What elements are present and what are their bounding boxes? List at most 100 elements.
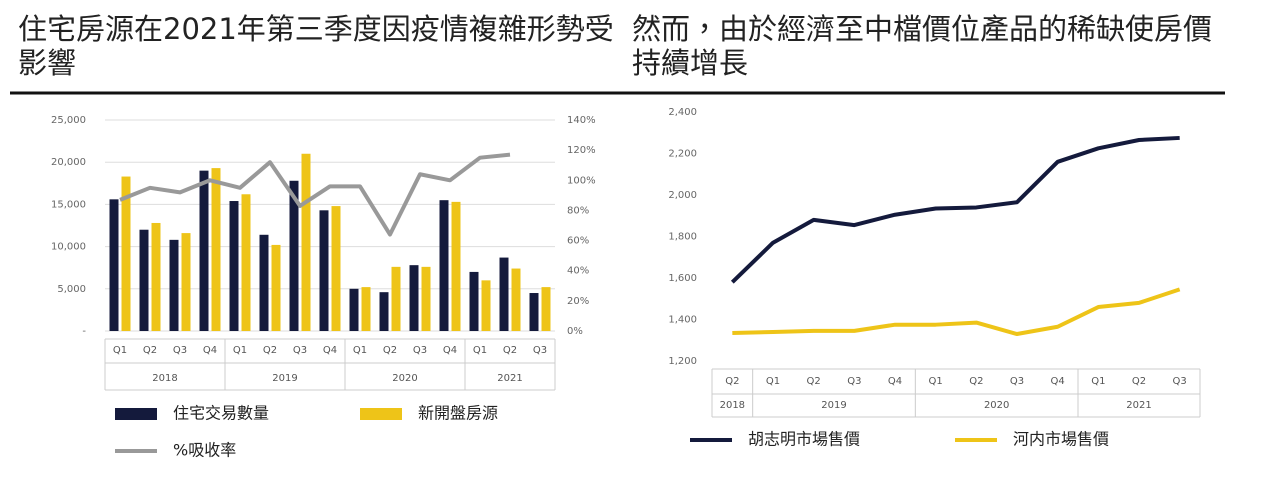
bar (469, 271, 479, 331)
legend-swatch (360, 408, 402, 420)
x-tick-label: Q2 (383, 345, 397, 356)
bar (229, 201, 239, 331)
y-tick-label: 2,000 (668, 190, 697, 201)
legend-label: 住宅交易數量 (173, 404, 269, 423)
line-series (732, 287, 1181, 337)
y-tick-label: 2,200 (668, 149, 697, 160)
legend-swatch (115, 408, 157, 420)
y-tick-label: 1,200 (668, 356, 697, 367)
x-tick-label: Q4 (888, 376, 902, 387)
x-tick-label: Q1 (233, 345, 247, 356)
x-tick-label: Q4 (443, 345, 457, 356)
y2-tick-label: 140% (567, 115, 596, 126)
x-tick-label: Q1 (1091, 376, 1105, 387)
bar (151, 222, 161, 331)
y-tick-label: 1,600 (668, 273, 697, 284)
x-group-label: 2019 (272, 373, 297, 384)
bar (511, 268, 521, 331)
bar (349, 288, 359, 331)
x-tick-label: Q2 (143, 345, 157, 356)
y2-tick-label: 40% (567, 266, 589, 277)
x-tick-label: Q4 (323, 345, 337, 356)
x-tick-label: Q1 (473, 345, 487, 356)
y-tick-label: - (82, 326, 86, 337)
bar (331, 206, 341, 331)
bar (421, 266, 431, 331)
line-series (119, 152, 511, 237)
x-tick-label: Q3 (293, 345, 307, 356)
x-group-label: 2021 (1126, 400, 1151, 411)
bar (391, 266, 401, 331)
y2-tick-label: 20% (567, 296, 589, 307)
bar (361, 287, 371, 331)
x-group-label: 2018 (720, 400, 745, 411)
bar (499, 257, 509, 331)
bar (199, 170, 209, 331)
y-tick-label: 5,000 (57, 284, 86, 295)
bar (139, 229, 149, 331)
y2-tick-label: 60% (567, 236, 589, 247)
x-tick-label: Q2 (503, 345, 517, 356)
bar (481, 280, 491, 331)
x-tick-label: Q3 (1173, 376, 1187, 387)
x-tick-label: Q3 (413, 345, 427, 356)
x-tick-label: Q2 (969, 376, 983, 387)
x-tick-label: Q4 (203, 345, 217, 356)
y2-tick-label: 100% (567, 175, 596, 186)
x-tick-label: Q1 (113, 345, 127, 356)
y2-tick-label: 0% (567, 326, 583, 337)
x-tick-label: Q4 (1051, 376, 1065, 387)
x-tick-label: Q2 (807, 376, 821, 387)
x-tick-label: Q1 (766, 376, 780, 387)
y-tick-label: 2,400 (668, 107, 697, 118)
bar (301, 153, 311, 331)
y-tick-label: 1,400 (668, 315, 697, 326)
x-group-label: 2020 (392, 373, 417, 384)
bar (211, 168, 221, 331)
x-tick-label: Q2 (1132, 376, 1146, 387)
bar (451, 201, 461, 331)
x-tick-label: Q1 (929, 376, 943, 387)
x-group-label: 2021 (497, 373, 522, 384)
x-group-label: 2018 (152, 373, 177, 384)
x-group-label: 2020 (984, 400, 1009, 411)
legend-label: 胡志明市場售價 (748, 430, 860, 449)
chart-title: 然而，由於經濟至中檔價位產品的稀缺使房價持續增長 (632, 12, 1213, 80)
y-tick-label: 1,800 (668, 232, 697, 243)
y-tick-label: 15,000 (51, 199, 86, 210)
chart-title: 住宅房源在2021年第三季度因疫情複雜形勢受影響 (18, 12, 614, 80)
y2-tick-label: 120% (567, 145, 596, 156)
bar (271, 244, 281, 331)
x-group-label: 2019 (821, 400, 846, 411)
line-series (730, 135, 1180, 284)
bar (289, 180, 299, 331)
x-tick-label: Q2 (725, 376, 739, 387)
x-tick-label: Q1 (353, 345, 367, 356)
bar (121, 176, 131, 331)
x-tick-label: Q3 (1010, 376, 1024, 387)
legend-label: %吸收率 (173, 441, 236, 460)
y-tick-label: 20,000 (51, 157, 86, 168)
bar (241, 194, 251, 331)
y-tick-label: 25,000 (51, 115, 86, 126)
bar (319, 210, 329, 331)
bar (541, 287, 551, 331)
bar (409, 265, 419, 331)
x-tick-label: Q2 (263, 345, 277, 356)
bar (259, 234, 269, 331)
bar (529, 293, 539, 331)
y-tick-label: 10,000 (51, 242, 86, 253)
bar (439, 200, 449, 331)
y2-tick-label: 80% (567, 205, 589, 216)
x-tick-label: Q3 (173, 345, 187, 356)
bar (379, 292, 389, 331)
legend-label: 新開盤房源 (418, 404, 498, 423)
x-tick-label: Q3 (533, 345, 547, 356)
x-tick-label: Q3 (847, 376, 861, 387)
bar (109, 199, 119, 331)
bar (169, 239, 179, 331)
legend-label: 河内市場售價 (1013, 430, 1109, 449)
